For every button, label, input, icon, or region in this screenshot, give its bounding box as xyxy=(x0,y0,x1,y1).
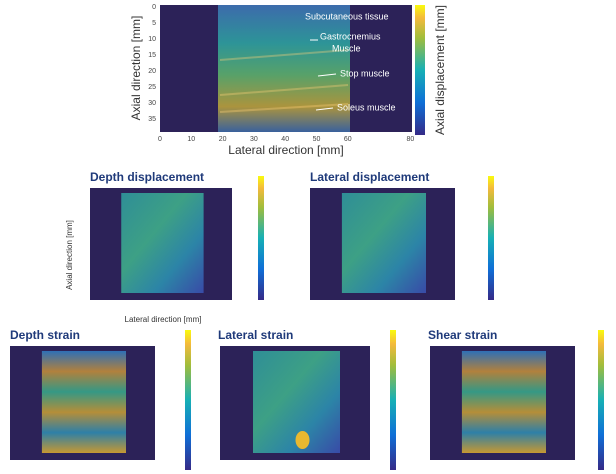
x-tick-label: 60 xyxy=(344,136,352,143)
y-tick-label: 5 xyxy=(152,20,156,27)
colorbar-label: Axial displacement [mm] xyxy=(433,5,447,135)
panel-title: Depth displacement xyxy=(90,170,204,184)
panel-title: Depth strain xyxy=(10,328,80,342)
x-tick-label: 0 xyxy=(158,136,162,143)
map xyxy=(462,351,546,453)
x-tick-label: 50 xyxy=(313,136,321,143)
figure: 0 5 10 15 20 25 30 35 0 10 20 30 40 50 60 80 Axial direc… xyxy=(0,0,616,474)
colorbar xyxy=(488,176,494,300)
y-tick-label: 20 xyxy=(148,68,156,75)
y-axis-label: Axial direction [mm] xyxy=(65,220,74,290)
x-tick-label: 30 xyxy=(250,136,258,143)
annotation: Muscle xyxy=(332,43,361,53)
panel-title: Lateral displacement xyxy=(310,170,429,184)
panel-title: Shear strain xyxy=(428,328,497,342)
y-tick-label: 15 xyxy=(148,52,156,59)
y-tick-label: 0 xyxy=(152,4,156,11)
annotation: Soleus muscle xyxy=(337,102,396,112)
map xyxy=(121,193,203,293)
y-tick-label: 10 xyxy=(148,36,156,43)
annotation: Gastrocnemius xyxy=(320,31,381,41)
x-tick-label: 40 xyxy=(281,136,289,143)
colorbar xyxy=(258,176,264,300)
x-axis-label: Lateral direction [mm] xyxy=(125,315,202,324)
y-axis-label: Axial direction [mm] xyxy=(129,16,143,121)
colorbar xyxy=(415,5,425,135)
y-tick-label: 35 xyxy=(148,116,156,123)
x-tick-label: 20 xyxy=(219,136,227,143)
map xyxy=(342,193,426,293)
x-axis-label: Lateral direction [mm] xyxy=(228,143,343,157)
colorbar xyxy=(390,330,396,470)
map xyxy=(42,351,126,453)
annotation: Stop muscle xyxy=(340,68,390,78)
y-tick-label: 30 xyxy=(148,100,156,107)
x-tick-label: 10 xyxy=(187,136,195,143)
colorbar xyxy=(598,330,604,470)
displacement-map xyxy=(218,5,350,132)
panel-title: Lateral strain xyxy=(218,328,293,342)
annotation: Subcutaneous tissue xyxy=(305,11,389,21)
y-tick-label: 25 xyxy=(148,84,156,91)
colorbar xyxy=(185,330,191,470)
map-spot xyxy=(296,431,310,449)
x-tick-label: 80 xyxy=(407,136,415,143)
